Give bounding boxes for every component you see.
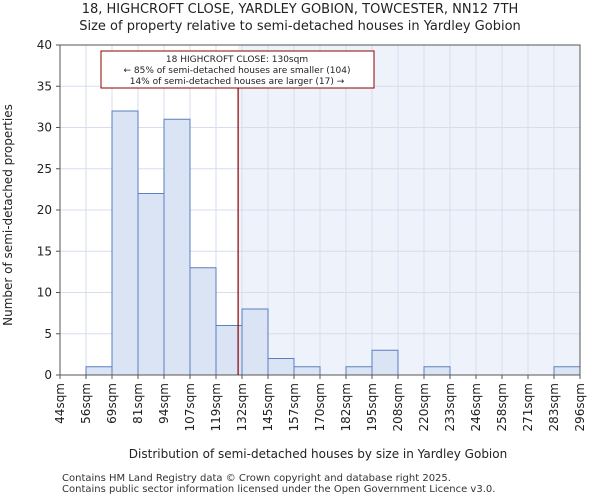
chart-subtitle: Size of property relative to semi-detach… [79,19,521,34]
histogram-bar [267,358,295,376]
x-tick-label: 296sqm [573,383,587,431]
histogram-bar [137,193,165,376]
annotation-line-2: ← 85% of semi-detached houses are smalle… [124,66,351,76]
x-tick-label: 195sqm [365,383,379,431]
x-tick-label: 271sqm [521,383,535,431]
annotation-line-3: 14% of semi-detached houses are larger (… [130,77,345,87]
histogram-bar [85,366,113,376]
footer-licence: Contains public sector information licen… [62,484,496,495]
y-tick-label: 35 [37,79,52,93]
y-tick-label: 30 [37,121,52,135]
x-tick-label: 246sqm [469,383,483,431]
x-tick-label: 44sqm [53,383,67,424]
y-axis-label: Number of semi-detached properties [1,104,15,326]
x-tick-label: 182sqm [339,383,353,431]
annotation-line-1: 18 HIGHCROFT CLOSE: 130sqm [166,55,308,65]
x-tick-label: 145sqm [261,383,275,431]
x-tick-label: 56sqm [79,383,93,424]
histogram-bar [163,118,191,376]
histogram-bar [371,349,399,376]
y-tick-label: 5 [44,327,52,341]
histogram-bar [111,110,139,376]
property-annotation: 18 HIGHCROFT CLOSE: 130sqm ← 85% of semi… [100,50,375,89]
x-tick-label: 233sqm [443,383,457,431]
y-tick-label: 0 [44,368,52,382]
x-axis-label: Distribution of semi-detached houses by … [129,447,507,461]
histogram-bar [423,366,451,376]
x-tick-label: 170sqm [313,383,327,431]
footer-copyright: Contains HM Land Registry data © Crown c… [62,473,451,484]
x-tick-label: 220sqm [417,383,431,431]
x-tick-label: 258sqm [495,383,509,431]
x-tick-label: 157sqm [287,383,301,431]
histogram-bar [189,267,217,376]
x-tick-label: 81sqm [131,383,145,424]
x-tick-label: 132sqm [235,383,249,431]
x-tick-label: 107sqm [183,383,197,431]
y-tick-label: 40 [37,38,52,52]
x-tick-label: 69sqm [105,383,119,424]
y-tick-label: 25 [37,162,52,176]
histogram-bar [241,308,269,376]
chart-title: 18, HIGHCROFT CLOSE, YARDLEY GOBION, TOW… [81,2,519,17]
x-tick-label: 94sqm [157,383,171,424]
histogram-bar [293,366,321,376]
y-tick-label: 15 [37,244,52,258]
histogram-bar [553,366,581,376]
x-tick-label: 283sqm [547,383,561,431]
x-tick-label: 208sqm [391,383,405,431]
histogram-bar [345,366,373,376]
y-tick-label: 10 [37,286,52,300]
y-tick-label: 20 [37,203,52,217]
x-tick-label: 119sqm [209,383,223,431]
